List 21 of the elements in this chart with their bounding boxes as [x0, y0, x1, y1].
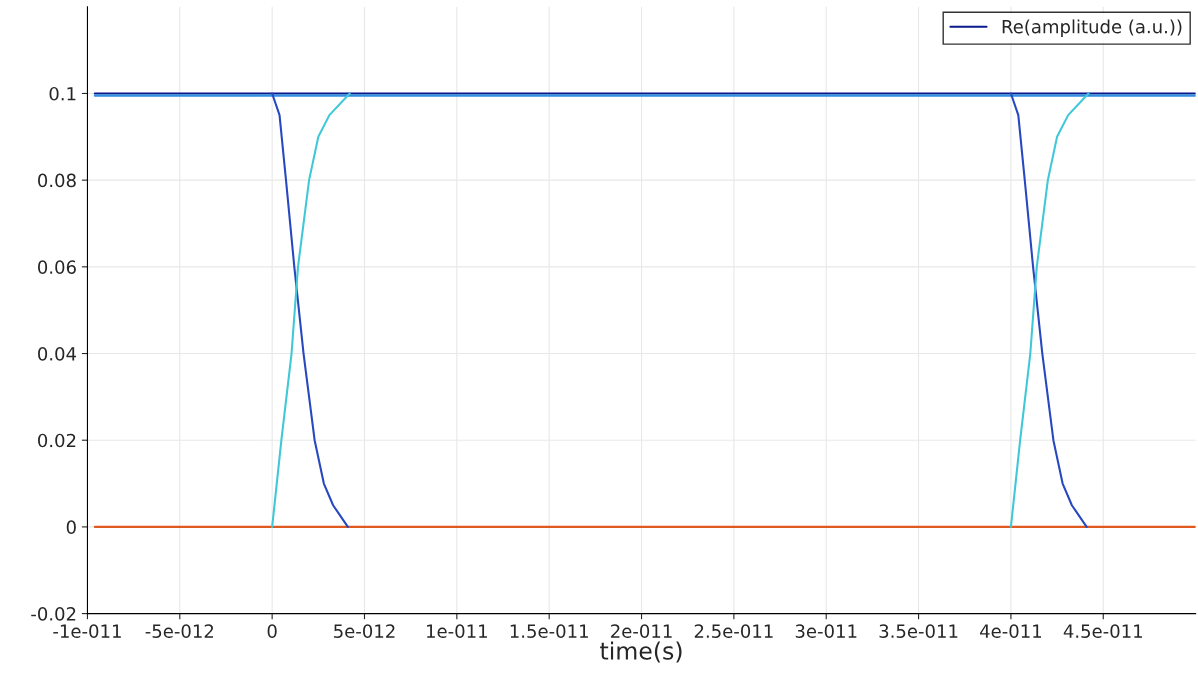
x-tick-label: 0	[267, 624, 277, 638]
x-tick-label: 1.5e-011	[510, 624, 588, 638]
x-tick-label: 5e-012	[334, 624, 395, 638]
y-tick-label: 0.04	[38, 346, 77, 361]
x-tick-label: 2e-011	[611, 624, 672, 638]
x-tick-label: 4e-011	[980, 624, 1042, 638]
y-tick-label: 0.02	[38, 433, 76, 448]
x-tick-label: 2.5e-011	[694, 624, 773, 638]
x-tick-label: -5e-012	[145, 624, 214, 638]
x-tick-label: 3e-011	[795, 624, 857, 638]
x-axis-title: time(s)	[600, 641, 682, 663]
y-tick-label: 0	[66, 520, 76, 535]
x-tick-label: 4.5e-011	[1063, 624, 1142, 638]
y-tick-label: 0.1	[49, 86, 76, 101]
x-tick-label: 3.5e-011	[879, 624, 958, 638]
y-tick-label: -0.02	[31, 607, 76, 621]
y-tick-label: 0.08	[38, 173, 76, 188]
legend-label: Re(amplitude (a.u.))	[1002, 19, 1182, 37]
x-tick-label: 1e-011	[427, 624, 487, 638]
x-tick-label: -1e-011	[53, 624, 121, 638]
y-tick-label: 0.06	[38, 260, 76, 274]
